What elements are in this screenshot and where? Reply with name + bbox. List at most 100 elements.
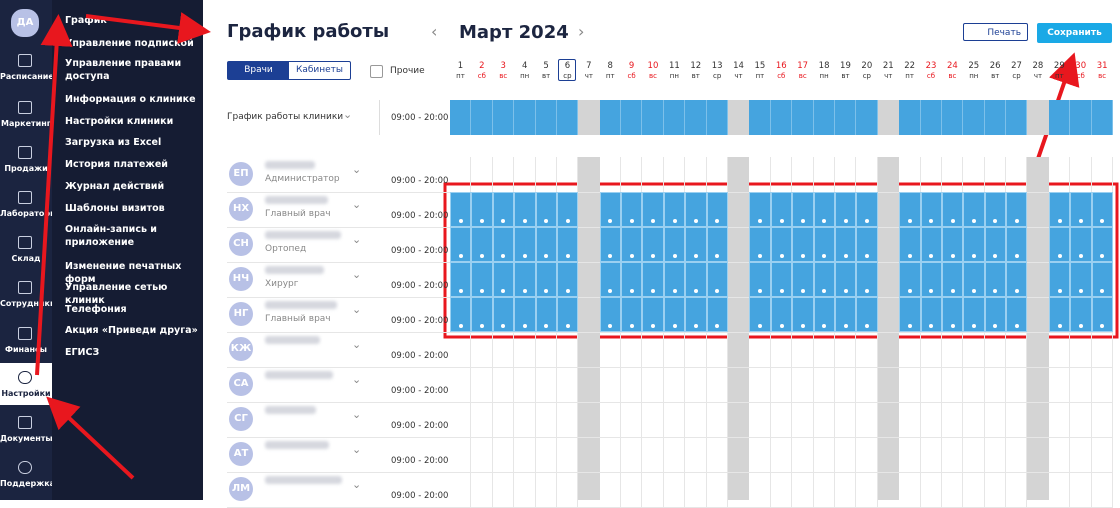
submenu-item[interactable]: История платежей — [65, 159, 168, 170]
day-cell[interactable] — [1092, 402, 1113, 437]
day-cell[interactable] — [493, 157, 515, 192]
nav-label[interactable]: Финансы — [5, 345, 47, 354]
day-cell[interactable] — [1049, 472, 1071, 507]
submenu-item[interactable]: Телефония — [65, 304, 127, 315]
day-cell[interactable] — [1049, 437, 1071, 472]
day-cell[interactable] — [685, 367, 707, 402]
day-cell[interactable] — [1070, 262, 1092, 297]
clinic-expand[interactable]: ⌄ — [343, 108, 353, 121]
day-cell[interactable] — [621, 227, 643, 262]
day-cell[interactable] — [685, 402, 707, 437]
day-cell[interactable] — [963, 367, 985, 402]
day-cell[interactable] — [1006, 262, 1028, 297]
day-cell[interactable] — [514, 157, 536, 192]
day-cell[interactable] — [642, 402, 664, 437]
day-cell[interactable] — [707, 472, 729, 507]
submenu-item[interactable]: Загрузка из Excel — [65, 137, 162, 148]
day-cell[interactable] — [600, 367, 622, 402]
day-cell[interactable] — [984, 297, 1007, 332]
day-cell[interactable] — [536, 367, 557, 402]
day-cell[interactable] — [621, 472, 643, 507]
day-cell[interactable] — [599, 297, 622, 332]
day-cell[interactable] — [1092, 472, 1113, 507]
day-cell[interactable] — [856, 402, 878, 437]
day-cell[interactable] — [899, 262, 921, 297]
other-checkbox[interactable] — [370, 65, 383, 78]
day-cell[interactable] — [1048, 262, 1071, 297]
day-cell[interactable] — [813, 227, 835, 262]
day-cell[interactable] — [450, 227, 472, 262]
day-cell[interactable] — [899, 472, 921, 507]
day-cell[interactable] — [941, 297, 964, 332]
day-cell[interactable] — [514, 332, 536, 367]
day-cell[interactable] — [942, 157, 964, 192]
day-cell[interactable] — [706, 262, 729, 297]
day-cell[interactable] — [535, 227, 557, 262]
day-cell[interactable] — [921, 402, 942, 437]
day-cell[interactable] — [834, 297, 857, 332]
day-cell[interactable] — [1006, 437, 1028, 472]
day-cell[interactable] — [536, 332, 557, 367]
day-cell[interactable] — [920, 227, 942, 262]
day-cell[interactable] — [920, 262, 942, 297]
day-cell[interactable] — [899, 367, 921, 402]
day-cell[interactable] — [1091, 297, 1113, 332]
day-cell[interactable] — [856, 437, 878, 472]
day-cell[interactable] — [685, 157, 707, 192]
day-cell[interactable] — [493, 332, 515, 367]
day-cell[interactable] — [642, 227, 664, 262]
day-cell[interactable] — [685, 227, 707, 262]
day-cell[interactable] — [985, 367, 1007, 402]
day-cell[interactable] — [664, 157, 686, 192]
submenu-item[interactable]: Управление подпиской — [65, 38, 194, 49]
day-cell[interactable] — [749, 262, 771, 297]
day-cell[interactable] — [921, 472, 942, 507]
day-cell[interactable] — [771, 332, 793, 367]
nav-label[interactable]: Маркетинг — [1, 119, 51, 128]
day-cell[interactable] — [664, 332, 686, 367]
day-cell[interactable] — [1006, 297, 1028, 332]
day-cell[interactable] — [749, 437, 771, 472]
day-cell[interactable] — [942, 472, 964, 507]
day-cell[interactable] — [642, 472, 664, 507]
day-cell[interactable] — [749, 192, 771, 227]
day-cell[interactable] — [941, 192, 964, 227]
day-cell[interactable] — [792, 192, 814, 227]
day-cell[interactable] — [1006, 157, 1028, 192]
day-cell[interactable] — [556, 227, 579, 262]
day-cell[interactable] — [792, 262, 814, 297]
day-cell[interactable] — [493, 472, 515, 507]
day-cell[interactable] — [642, 192, 664, 227]
day-cell[interactable] — [621, 297, 643, 332]
day-cell[interactable] — [599, 227, 622, 262]
nav-label[interactable]: Лаборатория — [0, 209, 61, 218]
tab-doctors[interactable]: Врачи — [228, 62, 289, 79]
staff-expand[interactable]: ⌄ — [352, 408, 362, 421]
day-cell[interactable] — [557, 402, 579, 437]
day-cell[interactable] — [921, 367, 942, 402]
day-cell[interactable] — [749, 332, 771, 367]
day-cell[interactable] — [707, 402, 729, 437]
day-cell[interactable] — [556, 297, 579, 332]
day-cell[interactable] — [856, 472, 878, 507]
nav-label[interactable]: Расписание — [0, 72, 54, 81]
day-cell[interactable] — [921, 437, 942, 472]
print-button[interactable]: Печать — [963, 23, 1028, 41]
day-cell[interactable] — [834, 262, 857, 297]
day-cell[interactable] — [856, 227, 878, 262]
day-cell[interactable] — [813, 262, 835, 297]
day-cell[interactable] — [963, 437, 985, 472]
day-cell[interactable] — [1049, 402, 1071, 437]
day-cell[interactable] — [450, 332, 472, 367]
day-cell[interactable] — [963, 227, 985, 262]
day-cell[interactable] — [856, 297, 878, 332]
day-cell[interactable] — [1070, 367, 1092, 402]
day-cell[interactable] — [450, 297, 472, 332]
day-cell[interactable] — [471, 297, 493, 332]
day-cell[interactable] — [685, 332, 707, 367]
nav-label[interactable]: Продажи — [4, 164, 48, 173]
day-cell[interactable] — [685, 262, 707, 297]
nav-label[interactable]: Настройки — [1, 389, 51, 398]
day-cell[interactable] — [471, 367, 493, 402]
day-cell[interactable] — [471, 402, 493, 437]
